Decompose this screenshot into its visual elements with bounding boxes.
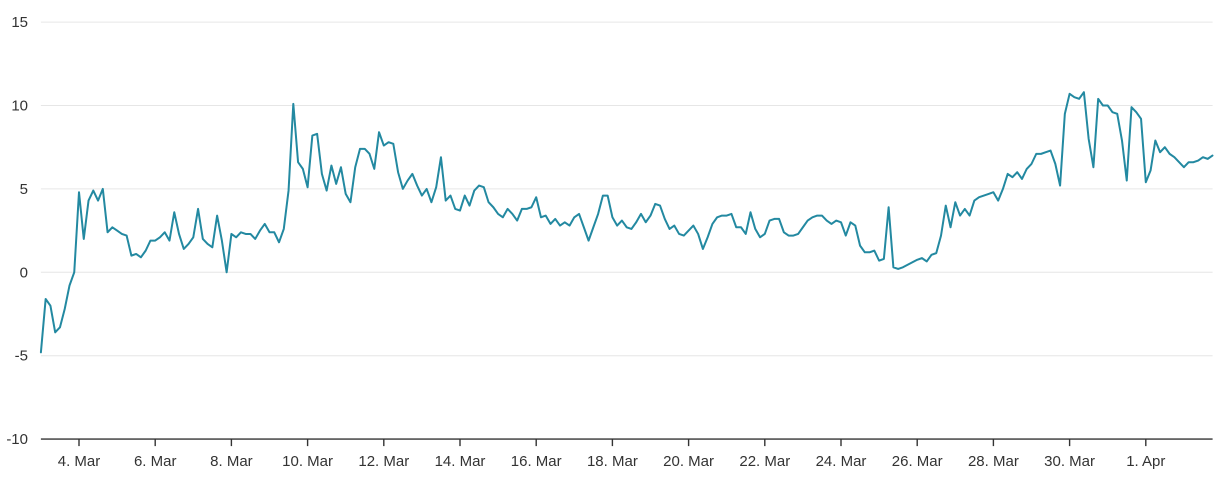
x-tick-label: 16. Mar xyxy=(511,453,562,470)
x-tick-label: 14. Mar xyxy=(435,453,486,470)
x-axis xyxy=(40,438,1213,447)
y-tick-label: 15 xyxy=(11,14,28,31)
y-tick-label: 0 xyxy=(20,264,28,281)
x-tick-label: 8. Mar xyxy=(210,453,253,470)
x-tick-label: 18. Mar xyxy=(587,453,638,470)
x-tick-label: 22. Mar xyxy=(739,453,790,470)
x-tick-label: 4. Mar xyxy=(58,453,101,470)
x-tick-label: 20. Mar xyxy=(663,453,714,470)
y-tick-label: -10 xyxy=(6,431,28,448)
y-gridlines xyxy=(40,21,1213,357)
y-axis-labels: 15 10 5 0 -5 -10 xyxy=(6,14,28,448)
x-tick-label: 28. Mar xyxy=(968,453,1019,470)
x-tick-label: 24. Mar xyxy=(816,453,867,470)
x-tick-label: 26. Mar xyxy=(892,453,943,470)
x-axis-labels: 4. Mar 6. Mar 8. Mar 10. Mar 12. Mar 14. Mar 1… xyxy=(58,453,1166,470)
plot-area[interactable] xyxy=(41,22,1213,439)
series-line[interactable] xyxy=(39,91,1214,354)
y-tick-label: -5 xyxy=(15,348,28,365)
x-tick-label: 12. Mar xyxy=(358,453,409,470)
x-tick-label: 10. Mar xyxy=(282,453,333,470)
x-tick-label: 1. Apr xyxy=(1126,453,1165,470)
x-tick-label: 30. Mar xyxy=(1044,453,1095,470)
y-tick-label: 10 xyxy=(11,98,28,115)
x-tick-label: 6. Mar xyxy=(134,453,177,470)
y-tick-label: 5 xyxy=(20,181,28,198)
